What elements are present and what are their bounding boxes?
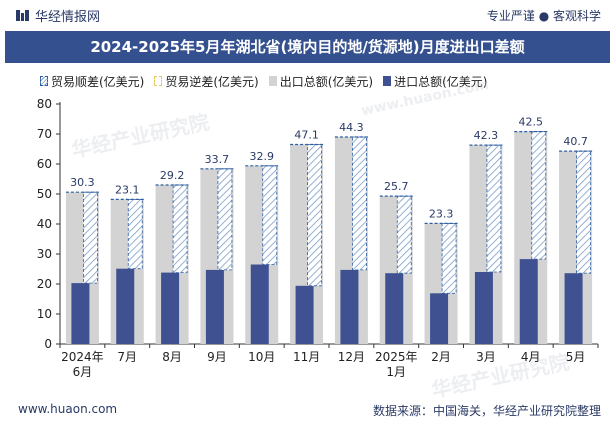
- y-tick-label: 60: [37, 157, 52, 171]
- legend-swatch-surplus: [40, 76, 48, 86]
- legend-item-export[interactable]: 出口总额(亿美元): [268, 73, 374, 90]
- surplus-bar: [83, 191, 98, 284]
- legend-item-deficit[interactable]: 贸易逆差(亿美元): [154, 73, 259, 90]
- x-tick-label: 2月: [431, 350, 451, 364]
- y-tick-label: 10: [37, 307, 52, 321]
- import-bar: [519, 259, 538, 344]
- brand-logo-icon: [16, 10, 29, 21]
- footer-website[interactable]: www.huaon.com: [18, 402, 118, 416]
- y-tick-label: 80: [37, 97, 52, 111]
- x-tick-label: 7月: [117, 350, 137, 364]
- import-bar: [430, 293, 449, 344]
- legend-label-export: 出口总额(亿美元): [279, 74, 374, 89]
- surplus-label: 40.7: [563, 135, 588, 148]
- surplus-bar: [127, 198, 143, 270]
- legend-swatch-import: [383, 76, 392, 86]
- import-bar: [474, 272, 493, 344]
- import-bar: [116, 268, 135, 344]
- surplus-bar: [531, 131, 547, 260]
- surplus-label: 25.7: [384, 180, 409, 193]
- x-tick-label: 3月: [476, 350, 496, 364]
- import-bar: [564, 273, 583, 344]
- x-tick-label: 2024年: [61, 350, 104, 364]
- surplus-bar: [486, 144, 502, 273]
- import-bar: [385, 273, 404, 344]
- surplus-label: 23.3: [429, 207, 454, 220]
- x-tick-label: 5月: [566, 350, 586, 364]
- chart-legend: 贸易顺差(亿美元) 贸易逆差(亿美元) 出口总额(亿美元) 进口总额(亿美元): [40, 72, 498, 90]
- y-tick-label: 50: [37, 187, 52, 201]
- legend-swatch-deficit: [154, 76, 163, 86]
- legend-item-import[interactable]: 进口总额(亿美元): [383, 73, 488, 90]
- y-tick-label: 40: [37, 217, 52, 231]
- x-tick-label: 1月: [386, 365, 406, 379]
- surplus-bar: [172, 184, 188, 273]
- surplus-label: 47.1: [294, 129, 319, 142]
- x-tick-label: 9月: [207, 350, 227, 364]
- x-tick-label: 10月: [248, 350, 275, 364]
- x-tick-label: 4月: [521, 350, 541, 364]
- surplus-label: 29.2: [160, 169, 185, 182]
- surplus-label: 33.7: [205, 153, 230, 166]
- import-bar: [71, 283, 90, 344]
- footer-source: 数据来源：中国海关，华经产业研究院整理: [372, 404, 601, 418]
- y-tick-label: 30: [37, 247, 52, 261]
- surplus-label: 42.5: [519, 116, 544, 129]
- slogan: 专业严谨 ● 客观科学: [486, 9, 601, 23]
- surplus-label: 44.3: [339, 121, 364, 134]
- surplus-label: 23.1: [115, 183, 140, 196]
- x-tick-label: 11月: [293, 350, 320, 364]
- import-bar: [205, 269, 224, 344]
- legend-swatch-export: [268, 76, 277, 86]
- x-tick-label: 12月: [338, 350, 365, 364]
- surplus-label: 30.3: [70, 176, 95, 189]
- top-bar: 华经情报网 专业严谨 ● 客观科学: [0, 0, 615, 30]
- surplus-bar: [262, 165, 278, 265]
- y-tick-label: 20: [37, 277, 52, 291]
- surplus-label: 32.9: [250, 150, 275, 163]
- legend-item-surplus[interactable]: 贸易顺差(亿美元): [40, 73, 144, 90]
- brand[interactable]: 华经情报网: [16, 6, 100, 25]
- x-tick-label: 8月: [162, 350, 182, 364]
- brand-name: 华经情报网: [35, 10, 101, 25]
- chart-title: 2024-2025年5月年湖北省(境内目的地/货源地)月度进出口差额: [5, 31, 610, 63]
- x-tick-label: 6月: [73, 365, 93, 379]
- surplus-bar: [352, 136, 367, 271]
- legend-label-deficit: 贸易逆差(亿美元): [165, 74, 259, 89]
- import-bar: [295, 285, 314, 344]
- legend-label-import: 进口总额(亿美元): [394, 74, 488, 89]
- surplus-bar: [396, 195, 412, 274]
- surplus-bar: [217, 168, 233, 271]
- y-tick-label: 0: [44, 337, 52, 351]
- surplus-bar: [307, 144, 322, 287]
- import-bar: [161, 272, 180, 344]
- surplus-bar: [441, 222, 457, 294]
- legend-label-surplus: 贸易顺差(亿美元): [51, 74, 145, 89]
- import-bar: [340, 269, 359, 344]
- surplus-label: 42.3: [474, 129, 499, 142]
- y-tick-label: 70: [37, 127, 52, 141]
- x-tick-label: 2025年: [375, 350, 418, 364]
- import-bar: [250, 264, 269, 344]
- surplus-bar: [576, 150, 591, 274]
